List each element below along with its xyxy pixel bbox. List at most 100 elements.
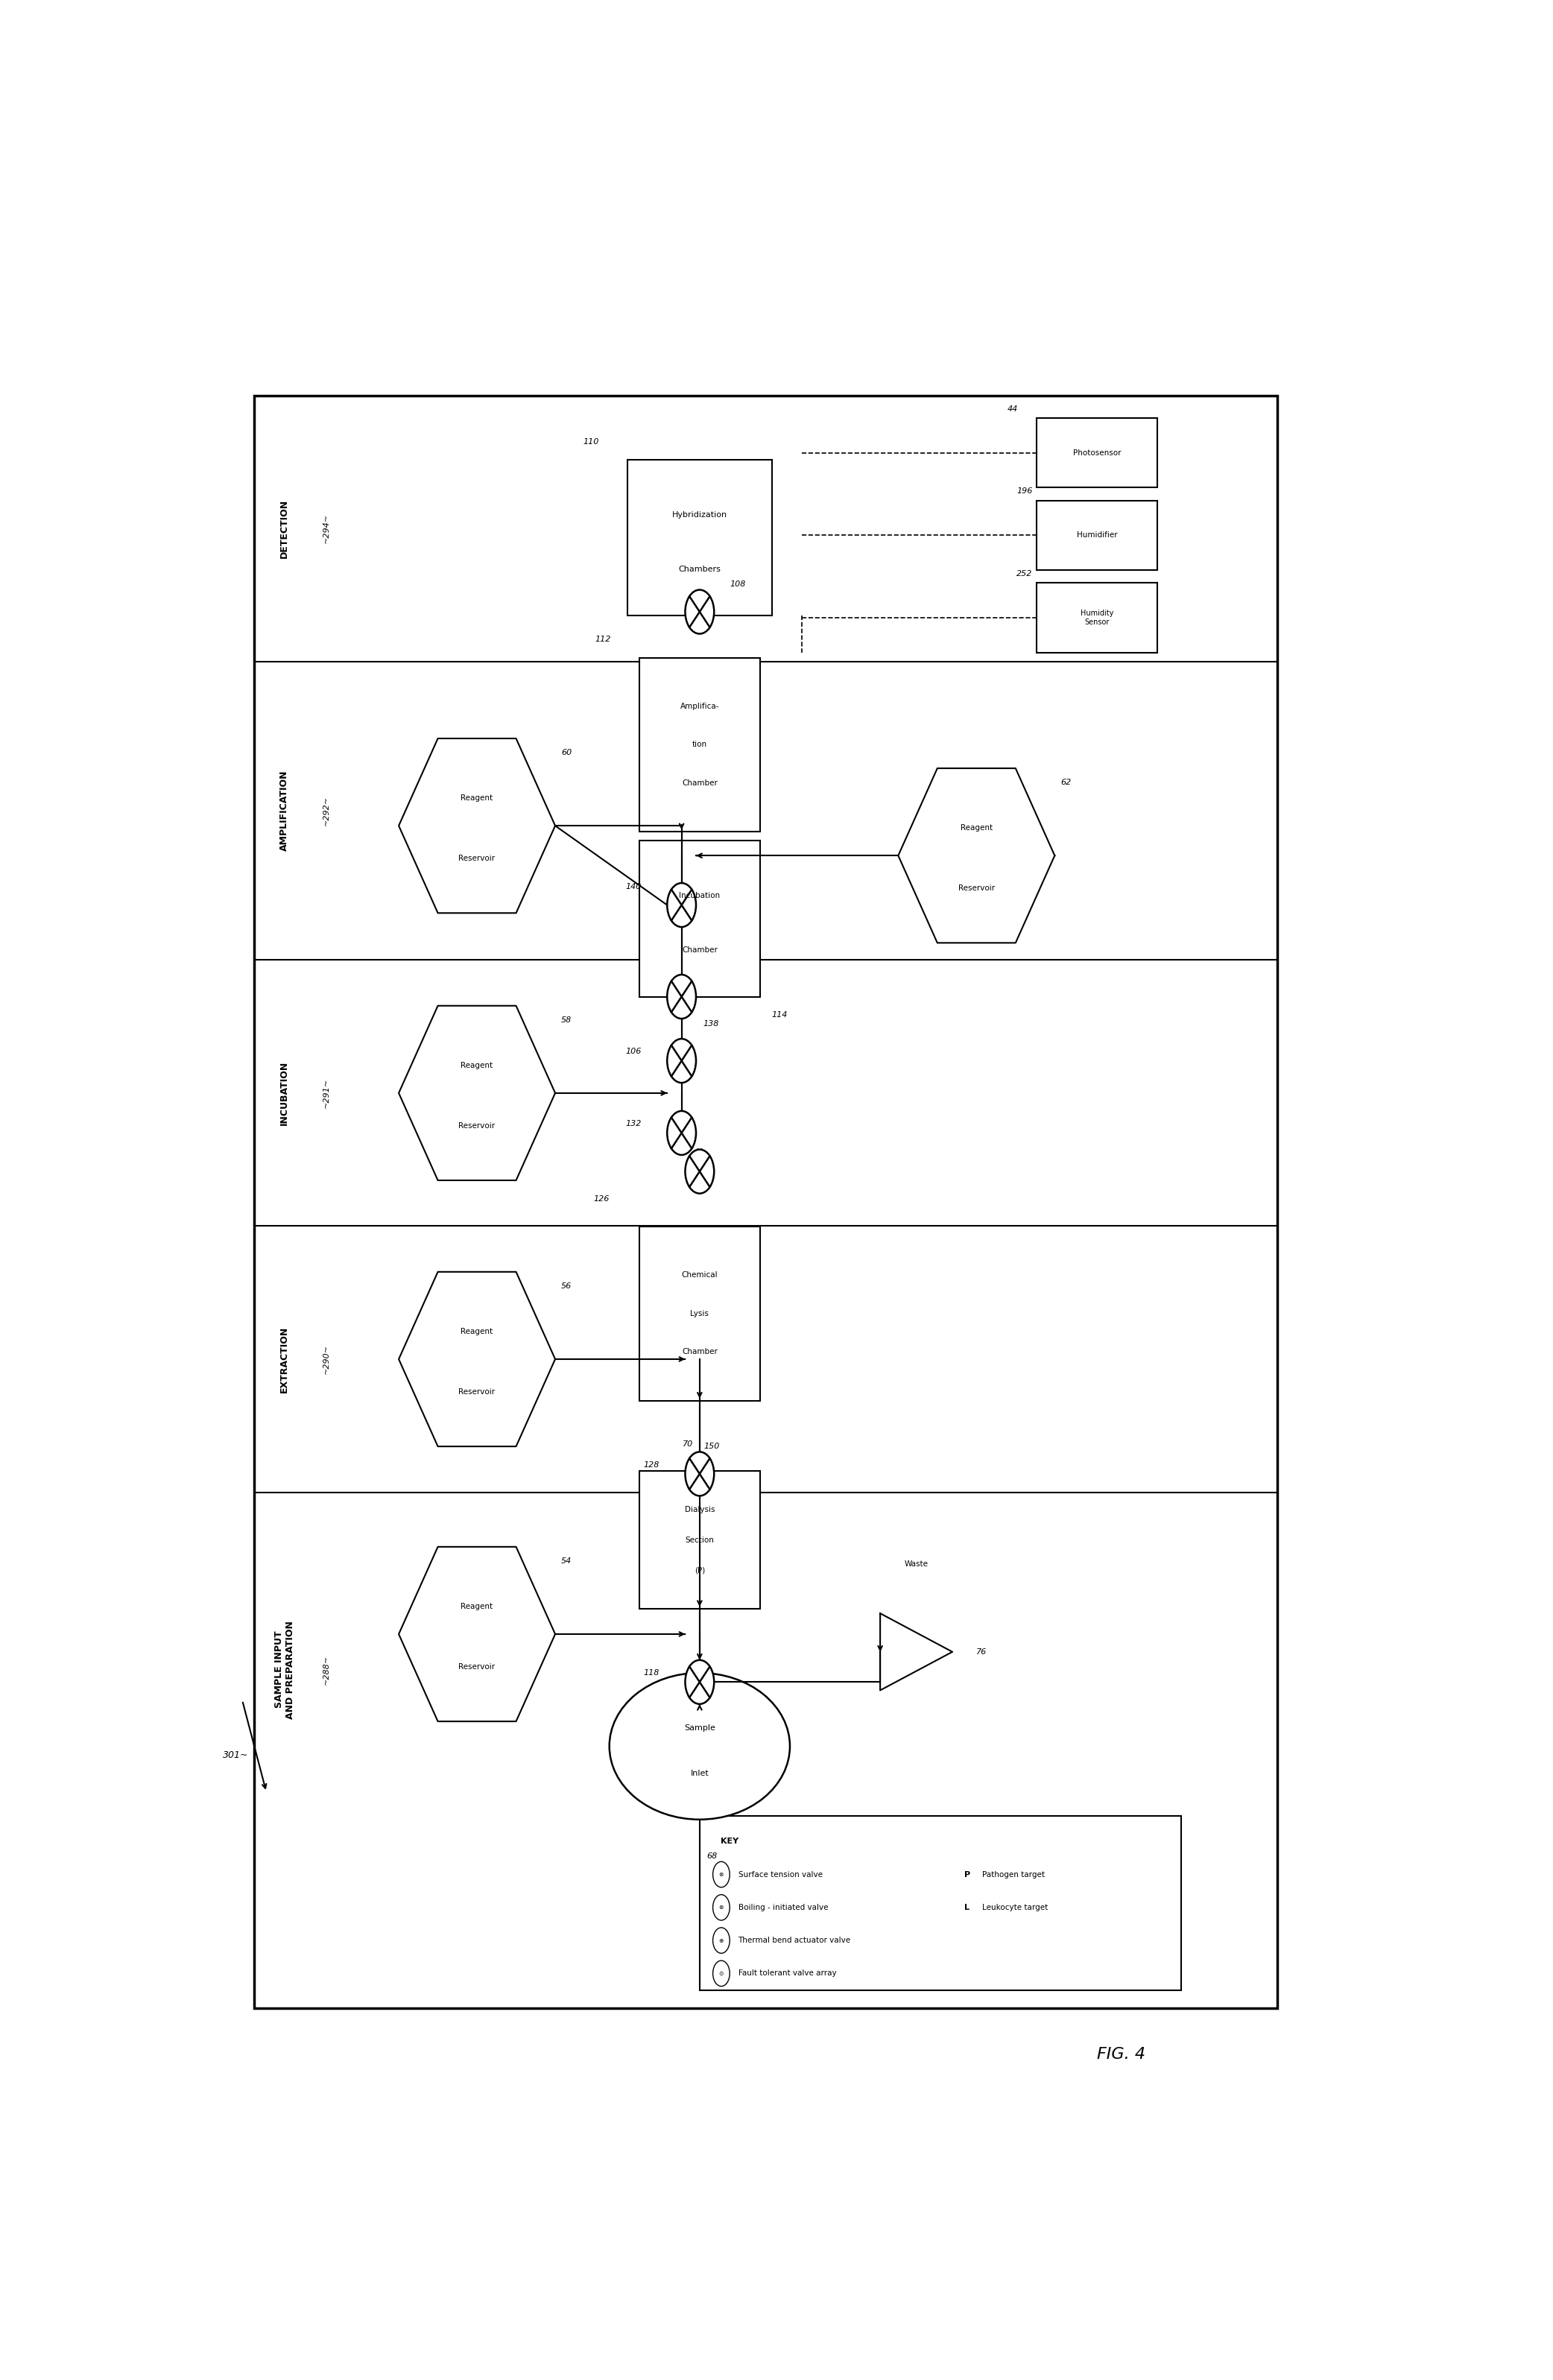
Text: 70: 70 (682, 1440, 693, 1447)
Text: P: P (964, 1871, 971, 1878)
Text: 62: 62 (1061, 778, 1072, 785)
Text: DETECTION: DETECTION (280, 500, 289, 557)
Text: 60: 60 (561, 750, 572, 757)
Text: ~292~: ~292~ (323, 795, 331, 826)
FancyBboxPatch shape (640, 840, 759, 997)
FancyBboxPatch shape (1037, 583, 1157, 652)
Text: Reagent: Reagent (461, 1061, 492, 1069)
Text: Section: Section (685, 1535, 714, 1545)
Text: ~290~: ~290~ (323, 1345, 331, 1373)
FancyBboxPatch shape (640, 657, 759, 831)
Text: 108: 108 (730, 581, 745, 588)
Text: L: L (964, 1904, 969, 1911)
Text: KEY: KEY (721, 1837, 739, 1844)
Text: Incubation: Incubation (679, 892, 721, 900)
Text: Leukocyte target: Leukocyte target (983, 1904, 1048, 1911)
Circle shape (685, 1661, 714, 1704)
Text: 196: 196 (1017, 488, 1033, 495)
Polygon shape (399, 1007, 556, 1180)
Text: Inlet: Inlet (691, 1771, 708, 1778)
Circle shape (713, 1861, 730, 1887)
Text: 110: 110 (584, 438, 599, 445)
Text: 76: 76 (977, 1647, 988, 1656)
Text: ⊙: ⊙ (719, 1971, 724, 1978)
Circle shape (685, 1150, 714, 1192)
Text: Chamber: Chamber (682, 778, 717, 788)
Text: 252: 252 (1017, 569, 1033, 578)
Text: AMPLIFICATION: AMPLIFICATION (280, 771, 289, 852)
Text: 150: 150 (704, 1442, 719, 1449)
Text: INCUBATION: INCUBATION (280, 1061, 289, 1126)
Text: Reagent: Reagent (461, 1328, 492, 1335)
Circle shape (713, 1961, 730, 1987)
Text: Pathogen target: Pathogen target (983, 1871, 1045, 1878)
Text: 56: 56 (561, 1283, 572, 1290)
Circle shape (713, 1894, 730, 1921)
Text: Chamber: Chamber (682, 947, 717, 954)
Polygon shape (898, 769, 1054, 942)
Text: Boiling - initiated valve: Boiling - initiated valve (738, 1904, 828, 1911)
Text: Chamber: Chamber (682, 1347, 717, 1357)
Ellipse shape (609, 1673, 790, 1818)
FancyBboxPatch shape (627, 459, 772, 616)
Text: Photosensor: Photosensor (1073, 450, 1121, 457)
FancyBboxPatch shape (699, 1816, 1182, 1990)
Circle shape (668, 976, 696, 1019)
Text: ~288~: ~288~ (323, 1654, 331, 1685)
Text: Surface tension valve: Surface tension valve (738, 1871, 823, 1878)
Text: tion: tion (693, 740, 707, 747)
Text: Fault tolerant valve array: Fault tolerant valve array (738, 1971, 836, 1978)
Text: (P): (P) (694, 1566, 705, 1573)
Circle shape (668, 1038, 696, 1083)
Circle shape (668, 1111, 696, 1154)
Text: 112: 112 (595, 635, 612, 643)
Text: Dialysis: Dialysis (685, 1507, 714, 1514)
Text: ⊗: ⊗ (719, 1904, 724, 1911)
Text: Amplifica-: Amplifica- (680, 702, 719, 709)
Text: 140: 140 (626, 883, 641, 890)
Text: 106: 106 (626, 1047, 641, 1054)
Text: Reservoir: Reservoir (458, 1664, 495, 1671)
Text: 54: 54 (561, 1557, 572, 1564)
Circle shape (668, 883, 696, 928)
Text: Lysis: Lysis (691, 1309, 708, 1316)
Text: Hybridization: Hybridization (672, 512, 727, 519)
Text: EXTRACTION: EXTRACTION (280, 1326, 289, 1392)
FancyBboxPatch shape (640, 1471, 759, 1609)
Text: 118: 118 (643, 1668, 660, 1676)
Polygon shape (399, 1271, 556, 1447)
Circle shape (685, 590, 714, 633)
Text: Chemical: Chemical (682, 1271, 717, 1278)
Text: Reagent: Reagent (461, 795, 492, 802)
Text: Thermal bend actuator valve: Thermal bend actuator valve (738, 1937, 851, 1944)
FancyBboxPatch shape (255, 395, 1277, 2009)
Text: Sample: Sample (683, 1723, 716, 1733)
Text: FIG. 4: FIG. 4 (1096, 2047, 1145, 2061)
Text: Reagent: Reagent (461, 1602, 492, 1611)
Text: SAMPLE INPUT
AND PREPARATION: SAMPLE INPUT AND PREPARATION (273, 1621, 295, 1718)
Text: Humidity
Sensor: Humidity Sensor (1081, 609, 1114, 626)
Circle shape (685, 1452, 714, 1497)
Text: Waste: Waste (904, 1561, 929, 1568)
Text: 128: 128 (643, 1461, 660, 1468)
FancyBboxPatch shape (640, 1226, 759, 1399)
Text: 301~: 301~ (222, 1752, 248, 1761)
Text: ~294~: ~294~ (323, 514, 331, 543)
Polygon shape (881, 1614, 952, 1690)
Text: Reservoir: Reservoir (958, 885, 995, 892)
Text: 138: 138 (704, 1021, 719, 1028)
Circle shape (713, 1928, 730, 1954)
Text: 126: 126 (593, 1195, 609, 1202)
Text: Humidifier: Humidifier (1076, 531, 1117, 538)
Text: 44: 44 (1008, 405, 1017, 412)
FancyBboxPatch shape (1037, 419, 1157, 488)
Text: 114: 114 (772, 1012, 787, 1019)
Text: ⊗: ⊗ (719, 1871, 724, 1878)
FancyBboxPatch shape (1037, 500, 1157, 571)
Text: Reservoir: Reservoir (458, 854, 495, 862)
Text: 132: 132 (626, 1121, 641, 1128)
Text: Reagent: Reagent (960, 823, 992, 833)
Text: ~291~: ~291~ (323, 1078, 331, 1109)
Text: 58: 58 (561, 1016, 572, 1023)
Text: ⊕: ⊕ (719, 1937, 724, 1944)
